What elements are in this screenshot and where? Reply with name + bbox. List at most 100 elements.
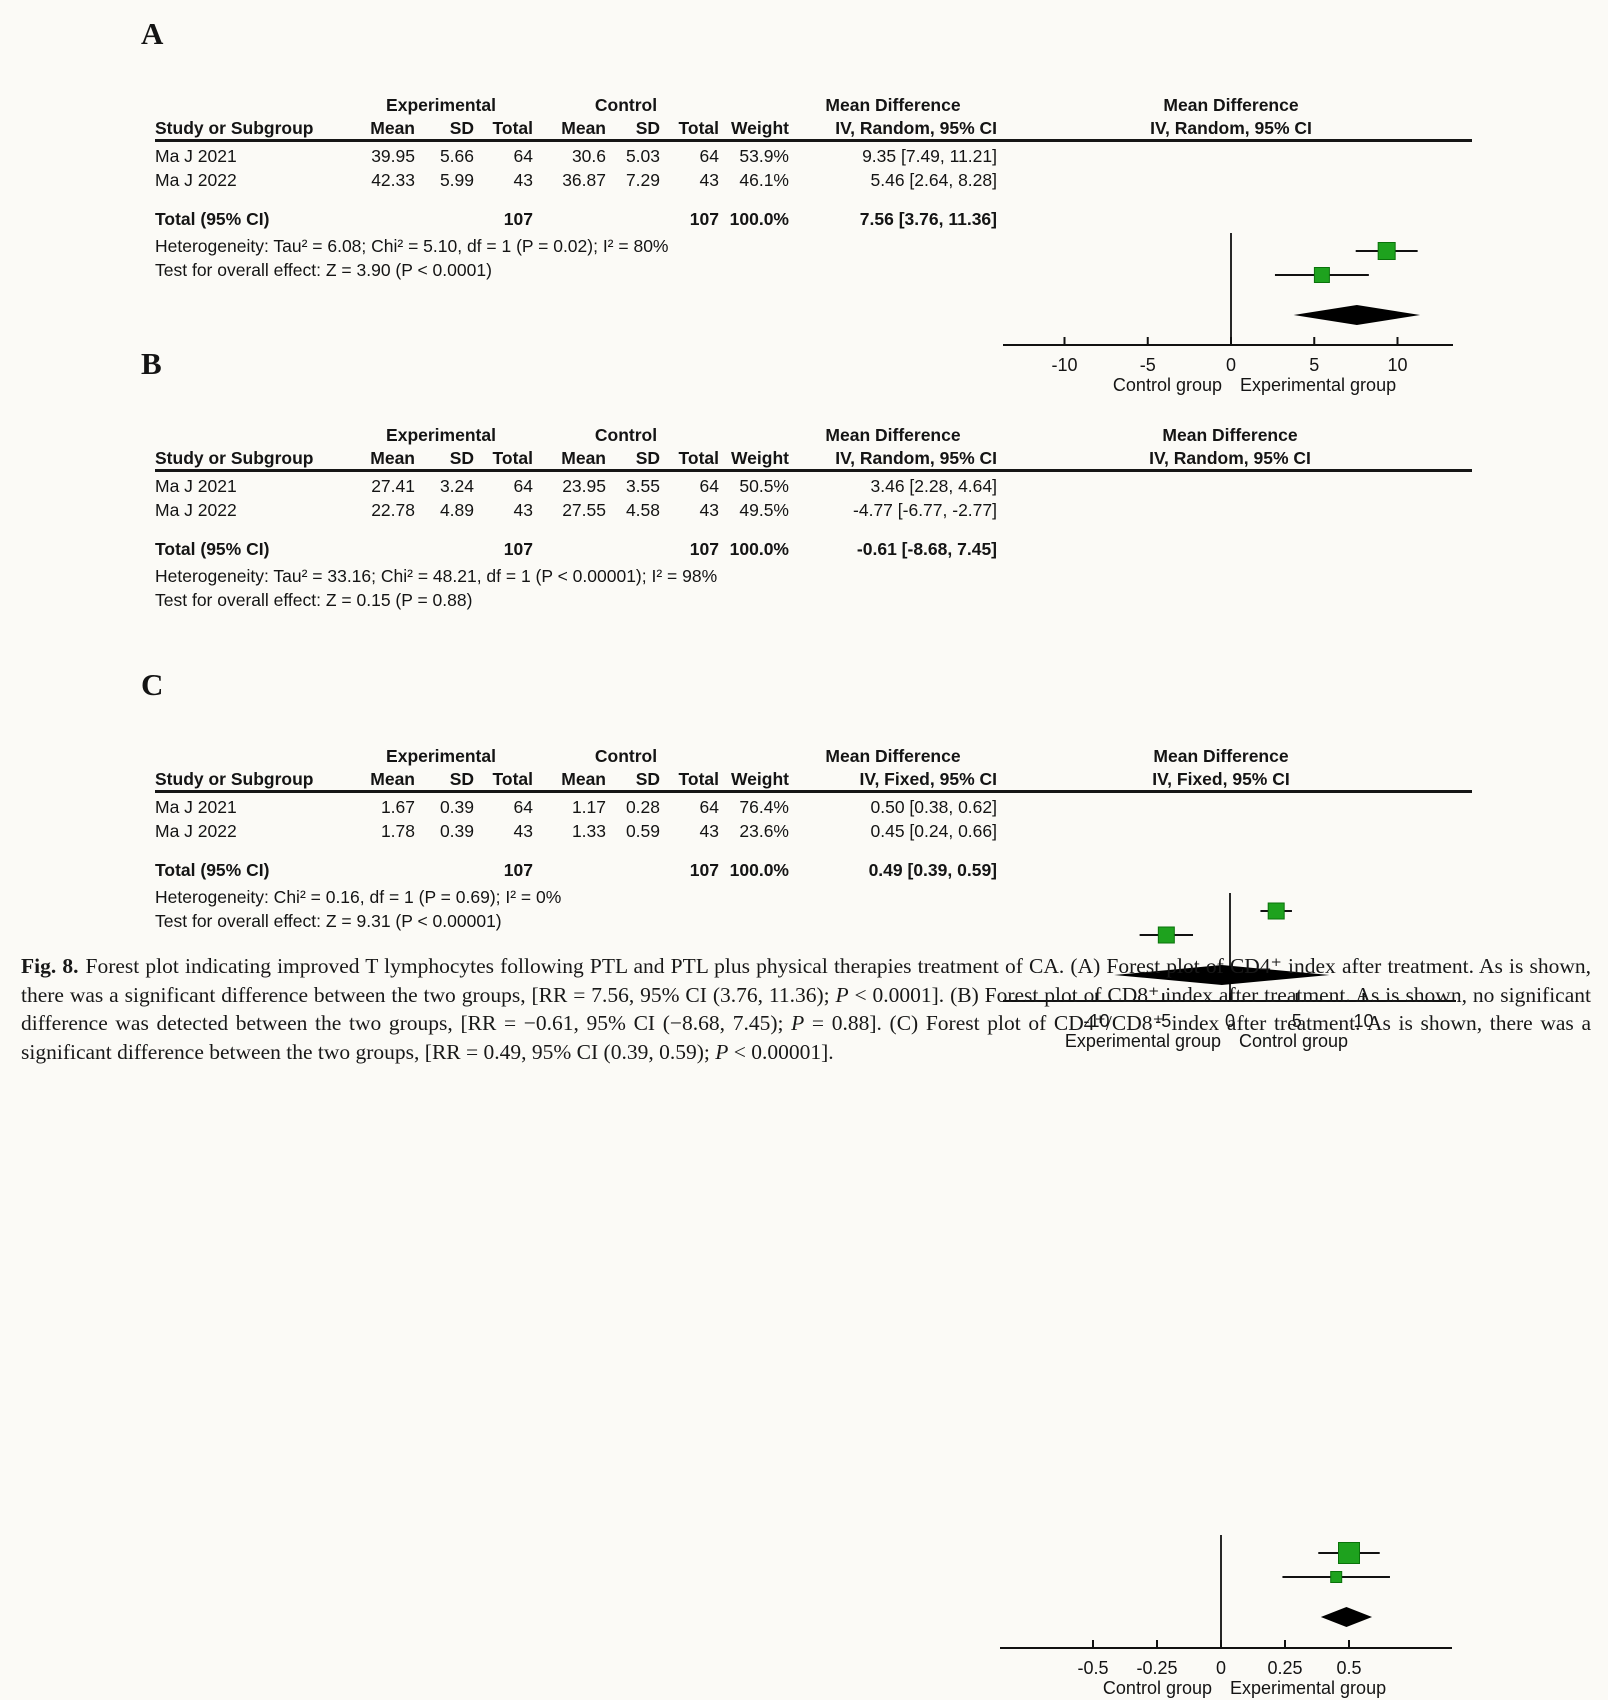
- caption-text: Forest plot indicating improved T lympho…: [21, 954, 1591, 1007]
- favours-right-label: Experimental group: [1230, 1678, 1386, 1698]
- total-ci: 0.49 [0.39, 0.59]: [868, 860, 997, 880]
- col-sd-ctl: SD: [635, 769, 660, 789]
- study-row: Ma J 2022 22.78 4.89 43 27.55 4.58 43 49…: [155, 499, 997, 521]
- cell-mean-exp: 22.78: [371, 500, 415, 520]
- col-ci: IV, Random, 95% CI: [835, 448, 997, 468]
- col-mean-exp: Mean: [370, 769, 415, 789]
- plot-subtitle: IV, Fixed, 95% CI: [1152, 769, 1290, 789]
- cell-sd-exp: 0.39: [439, 821, 474, 841]
- study-row: Ma J 2021 1.67 0.39 64 1.17 0.28 64 76.4…: [155, 796, 997, 818]
- cell-sd-ctl: 3.55: [625, 476, 660, 496]
- cell-weight: 53.9%: [739, 146, 789, 166]
- caption-text: P: [715, 1039, 729, 1064]
- cell-ci: 5.46 [2.64, 8.28]: [870, 170, 998, 190]
- column-header-row: Study or Subgroup Mean SD Total Mean SD …: [155, 768, 997, 790]
- axis-tick-label: 0: [1226, 355, 1236, 375]
- control-group-header: Control: [594, 425, 658, 445]
- cell-study: Ma J 2021: [155, 146, 237, 166]
- col-weight: Weight: [730, 118, 789, 138]
- cell-total-ctl: 64: [699, 146, 719, 166]
- total-n-ctl: 107: [689, 209, 719, 229]
- cell-sd-ctl: 4.58: [625, 500, 660, 520]
- caption-figure-number: Fig. 8.: [21, 954, 79, 978]
- heterogeneity-note: Heterogeneity: Tau² = 33.16; Chi² = 48.2…: [155, 566, 718, 586]
- col-study: Study or Subgroup: [155, 448, 314, 468]
- col-sd-exp: SD: [449, 118, 474, 138]
- group-header-row: Experimental Control Mean Difference: [155, 424, 997, 446]
- cell-sd-exp: 4.89: [439, 500, 474, 520]
- total-ci: 7.56 [3.76, 11.36]: [859, 209, 997, 229]
- total-n-ctl: 107: [689, 860, 719, 880]
- cell-sd-ctl: 0.59: [625, 821, 660, 841]
- cell-ci: -4.77 [-6.77, -2.77]: [853, 500, 997, 520]
- axis-tick-label: -10: [1051, 355, 1077, 375]
- total-n-exp: 107: [503, 209, 533, 229]
- axis-tick-label: 0.5: [1336, 1658, 1361, 1678]
- cell-weight: 76.4%: [739, 797, 789, 817]
- col-weight: Weight: [730, 769, 789, 789]
- col-sd-exp: SD: [449, 448, 474, 468]
- overall-effect-note: Test for overall effect: Z = 0.15 (P = 0…: [155, 590, 473, 610]
- cell-sd-exp: 5.99: [439, 170, 474, 190]
- cell-study: Ma J 2021: [155, 797, 237, 817]
- axis-tick-label: 10: [1387, 355, 1407, 375]
- axis-tick-label: 10: [1353, 1011, 1373, 1031]
- cell-total-ctl: 43: [699, 821, 719, 841]
- col-mean-ctl: Mean: [561, 118, 606, 138]
- axis-tick-label: 0.25: [1267, 1658, 1302, 1678]
- caption-text: P: [791, 1011, 805, 1035]
- study-row: Ma J 2022 42.33 5.99 43 36.87 7.29 43 46…: [155, 169, 997, 191]
- experimental-group-header: Experimental: [386, 425, 496, 445]
- favours-right-label: Control group: [1239, 1031, 1348, 1051]
- cell-total-exp: 43: [513, 821, 533, 841]
- caption-text: = 0.88]. (C) Forest plot of CD4⁺/CD8⁺ in…: [21, 1011, 1591, 1064]
- forest-plot: -0.5 -0.25 0 0.25 0.5 Control group Experiment…: [1000, 1535, 1452, 1698]
- col-sd-exp: SD: [449, 769, 474, 789]
- total-weight: 100.0%: [729, 209, 789, 229]
- overall-effect-note: Test for overall effect: Z = 3.90 (P < 0…: [155, 260, 492, 280]
- cell-ci: 9.35 [7.49, 11.21]: [862, 146, 997, 166]
- cell-weight: 23.6%: [739, 821, 789, 841]
- cell-sd-exp: 3.24: [439, 476, 474, 496]
- total-n-exp: 107: [503, 860, 533, 880]
- cell-mean-exp: 1.78: [380, 821, 415, 841]
- col-total-exp: Total: [492, 769, 533, 789]
- plot-subtitle: IV, Random, 95% CI: [1150, 118, 1312, 138]
- total-row: Total (95% CI) 107 107 100.0% -0.61 [-8.…: [155, 538, 997, 560]
- col-ci: IV, Fixed, 95% CI: [859, 769, 997, 789]
- column-header-row: Study or Subgroup Mean SD Total Mean SD …: [155, 447, 997, 469]
- plot-title: Mean Difference: [1162, 425, 1298, 445]
- total-n-ctl: 107: [689, 539, 719, 559]
- cell-ci: 0.50 [0.38, 0.62]: [870, 797, 998, 817]
- experimental-group-header: Experimental: [386, 746, 496, 766]
- total-label: Total (95% CI): [155, 860, 270, 880]
- caption-text: < 0.0001]. (B) Forest plot of CD8⁺ index…: [21, 982, 1591, 1036]
- study-row: Ma J 2021 27.41 3.24 64 23.95 3.55 64 50…: [155, 475, 997, 497]
- total-label: Total (95% CI): [155, 539, 270, 559]
- effect-square: [1313, 267, 1330, 283]
- control-group-header: Control: [594, 746, 658, 766]
- header-underline: [155, 139, 1472, 142]
- heterogeneity-note: Heterogeneity: Chi² = 0.16, df = 1 (P = …: [155, 887, 562, 907]
- cell-mean-exp: 42.33: [371, 170, 415, 190]
- col-mean-exp: Mean: [370, 118, 415, 138]
- effect-square: [1267, 902, 1285, 920]
- cell-study: Ma J 2022: [155, 170, 237, 190]
- effect-square: [1377, 242, 1396, 260]
- cell-study: Ma J 2022: [155, 821, 237, 841]
- cell-study: Ma J 2022: [155, 500, 237, 520]
- plot-subtitle: IV, Random, 95% CI: [1149, 448, 1311, 468]
- group-header-row: Experimental Control Mean Difference: [155, 745, 997, 767]
- plot-title: Mean Difference: [1163, 95, 1299, 115]
- caption-text: < 0.00001].: [728, 1039, 834, 1064]
- favours-right-label: Experimental group: [1240, 375, 1396, 395]
- heterogeneity-note: Heterogeneity: Tau² = 6.08; Chi² = 5.10,…: [155, 236, 669, 256]
- axis-tick-label: 0: [1216, 1658, 1226, 1678]
- col-total-ctl: Total: [678, 448, 719, 468]
- header-underline: [155, 790, 1472, 793]
- summary-diamond: [1114, 965, 1330, 985]
- axis-tick-label: -0.5: [1077, 1658, 1108, 1678]
- col-total-ctl: Total: [678, 769, 719, 789]
- cell-sd-exp: 5.66: [439, 146, 474, 166]
- total-row: Total (95% CI) 107 107 100.0% 7.56 [3.76…: [155, 208, 997, 230]
